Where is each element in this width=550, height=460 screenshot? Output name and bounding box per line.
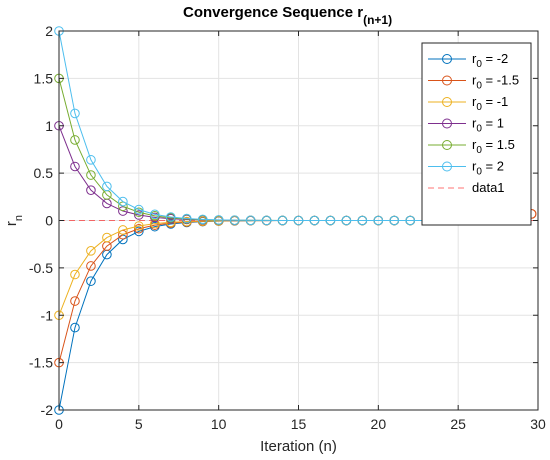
x-tick-labels: 0 5 10 15 20 25 30 xyxy=(55,416,546,432)
y-tick-label: -2 xyxy=(41,402,54,418)
data-point xyxy=(150,218,160,229)
x-tick-label: 25 xyxy=(450,416,466,432)
x-tick-label: 20 xyxy=(371,416,387,432)
x-tick-label: 10 xyxy=(211,416,227,432)
legend-label: r0 = 2 xyxy=(472,159,504,178)
data-point xyxy=(341,215,352,226)
legend-swatch-marker xyxy=(442,118,452,129)
legend-swatch-marker xyxy=(442,97,452,107)
data-point xyxy=(197,214,208,225)
axes xyxy=(58,30,539,411)
data-point xyxy=(373,215,384,226)
x-tick-label: 5 xyxy=(135,416,143,432)
data-point xyxy=(134,204,144,215)
series-2 xyxy=(54,215,527,368)
y-tick-label: 2 xyxy=(45,23,53,39)
y-tick-label: -1 xyxy=(41,307,54,323)
data-point xyxy=(165,212,176,222)
y-tick-label: -1.5 xyxy=(29,355,53,371)
x-tick-label: 30 xyxy=(530,416,546,432)
data-point xyxy=(213,215,224,225)
y-tick-label: -0.5 xyxy=(29,260,53,276)
legend-entry: r0 = -1.5 xyxy=(428,73,519,92)
data-point xyxy=(70,269,80,280)
legend-entry: r0 = 2 xyxy=(428,159,504,178)
legend-label: r0 = 1.5 xyxy=(472,137,515,156)
y-tick-label: 1.5 xyxy=(34,70,54,86)
data-point xyxy=(102,232,112,243)
legend-label: r0 = 1 xyxy=(472,116,504,135)
series-line xyxy=(58,220,523,363)
x-axis-label: Iteration (n) xyxy=(260,438,337,455)
legend-swatch-marker xyxy=(442,75,452,86)
data-point xyxy=(405,215,416,226)
data-point xyxy=(293,215,304,226)
legend-entry: r0 = 1.5 xyxy=(428,137,515,156)
data-point xyxy=(325,215,336,226)
data-point xyxy=(70,135,80,145)
legend-label: r0 = -2 xyxy=(472,51,508,70)
data-point xyxy=(134,221,144,231)
legend-label: r0 = -1 xyxy=(472,94,508,113)
data-point xyxy=(357,215,368,226)
y-axis-label: rn xyxy=(3,215,25,226)
data-point xyxy=(86,155,96,165)
data-point xyxy=(245,215,256,226)
data-point xyxy=(277,215,288,226)
legend-swatch-marker xyxy=(442,140,452,150)
data-point xyxy=(86,170,96,180)
data-point xyxy=(86,246,96,256)
legend: r0 = -2 r0 = -1.5 r0 = -1 r0 = 1 r0 = 1.5 r0 … xyxy=(421,42,532,226)
legend-entry: r0 = -2 xyxy=(428,51,508,70)
data-point xyxy=(70,322,80,333)
data-point xyxy=(102,181,112,192)
y-axis-label-main: r xyxy=(3,221,20,226)
data-point xyxy=(134,207,144,218)
data-point xyxy=(134,223,144,234)
chart-title-subscript: (n+1) xyxy=(363,13,392,27)
data-point xyxy=(118,225,128,235)
data-point xyxy=(86,261,96,271)
legend-entry: r0 = -1 xyxy=(428,94,508,113)
data-point xyxy=(70,296,80,306)
data-point xyxy=(86,185,96,195)
y-tick-label: 1 xyxy=(45,118,53,134)
data-point xyxy=(150,209,160,220)
y-tick-label: 0.5 xyxy=(34,165,54,181)
data-point xyxy=(309,215,320,226)
x-tick-label: 0 xyxy=(55,416,63,432)
data-point xyxy=(70,108,80,119)
x-tick-label: 15 xyxy=(291,416,307,432)
legend-entry: r0 = 1 xyxy=(428,116,504,135)
y-tick-label: 0 xyxy=(45,213,53,229)
chart-title-main: Convergence Sequence r xyxy=(183,4,363,21)
legend-label: r0 = -1.5 xyxy=(472,73,519,92)
data-point xyxy=(134,226,144,237)
data-point xyxy=(86,276,96,286)
data-point xyxy=(261,215,272,226)
data-point xyxy=(229,215,240,225)
legend-label: data1 xyxy=(472,180,505,195)
legend-entry: data1 xyxy=(428,180,505,195)
y-tick-labels: -2 -1.5 -1 -0.5 0 0.5 1 1.5 2 xyxy=(29,23,53,418)
data-point xyxy=(181,213,192,224)
chart-title-text: Convergence Sequence r(n+1) xyxy=(183,4,392,27)
data-point xyxy=(118,196,128,207)
chart-title: Convergence Sequence r(n+1) xyxy=(183,4,392,27)
y-axis-label-subscript: n xyxy=(13,215,25,221)
data-point xyxy=(389,215,400,226)
legend-swatch-marker xyxy=(442,161,452,172)
legend-box xyxy=(421,42,532,226)
data-point xyxy=(134,210,144,220)
legend-swatch-marker xyxy=(442,54,452,64)
data-point xyxy=(70,161,80,172)
